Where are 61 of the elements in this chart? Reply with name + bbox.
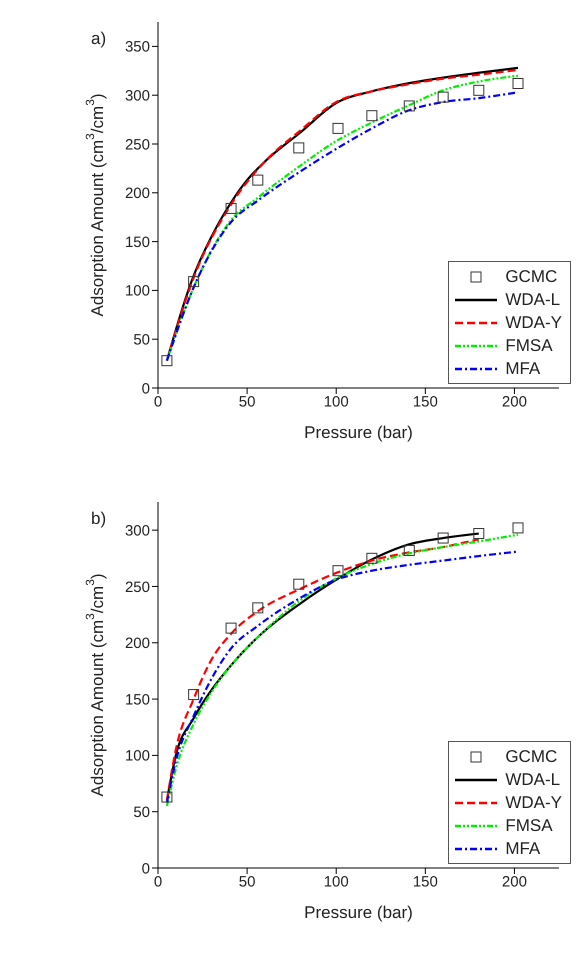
y-tick-label: 50: [133, 804, 150, 822]
point: [188, 276, 200, 288]
point: [293, 578, 304, 590]
legend-label: MFA: [505, 358, 540, 380]
text: a): [91, 29, 106, 48]
point: [226, 202, 237, 214]
x-tick-label: 50: [238, 394, 256, 411]
legend-label: WDA-L: [505, 289, 560, 311]
point: [226, 622, 237, 634]
x-tick-label: 150: [412, 874, 438, 891]
x-tick-label: 50: [238, 874, 256, 891]
legend-label: WDA-Y: [505, 312, 562, 334]
y-tick-label: 350: [124, 38, 150, 56]
point: [438, 92, 449, 103]
y-tick-label: 150: [124, 234, 150, 251]
x-tick-label: 200: [502, 394, 527, 411]
x-tick-label: 0: [154, 394, 162, 411]
point: [332, 122, 344, 134]
y-tick-label: 150: [124, 691, 150, 708]
legend-label: WDA-L: [505, 769, 560, 791]
x-tick-label: 100: [324, 874, 349, 891]
point: [332, 565, 344, 576]
y-tick-label: 100: [124, 282, 150, 300]
legend-label: MFA: [505, 838, 540, 860]
y-tick-label: 300: [124, 88, 150, 105]
y-tick-label: 100: [124, 748, 150, 765]
point: [188, 689, 200, 700]
y-tick-label: 300: [124, 522, 150, 540]
point: [252, 602, 264, 614]
legend-label: WDA-Y: [505, 792, 562, 814]
x-tick-label: 0: [154, 874, 162, 891]
y-tick-label: 250: [124, 578, 150, 596]
legend-label: GCMC: [505, 746, 558, 768]
point: [512, 522, 524, 534]
x-tick-label: 200: [502, 874, 527, 891]
y-tick-label: 200: [124, 635, 150, 652]
legend-label: FMSA: [505, 815, 553, 837]
y-tick-label: 0: [142, 860, 150, 878]
point: [404, 544, 415, 556]
point: [473, 84, 484, 96]
text: b): [91, 509, 106, 528]
point: [473, 528, 484, 540]
point: [366, 552, 378, 564]
legend-label: FMSA: [505, 335, 553, 357]
y-tick-label: 0: [142, 380, 150, 398]
x-axis-title: Pressure (bar): [304, 423, 413, 442]
point: [438, 532, 449, 544]
y-tick-label: 250: [124, 136, 150, 154]
point: [161, 792, 172, 803]
point: [404, 100, 415, 112]
point: [252, 174, 264, 186]
y-tick-label: 200: [124, 185, 150, 202]
point: [293, 142, 304, 154]
point: [512, 78, 524, 89]
legend-label: GCMC: [505, 266, 558, 288]
x-tick-label: 100: [324, 394, 349, 411]
x-axis-title: Pressure (bar): [304, 903, 413, 922]
x-tick-label: 150: [412, 394, 438, 411]
point: [366, 110, 378, 122]
y-tick-label: 50: [133, 332, 150, 349]
point: [161, 355, 172, 366]
